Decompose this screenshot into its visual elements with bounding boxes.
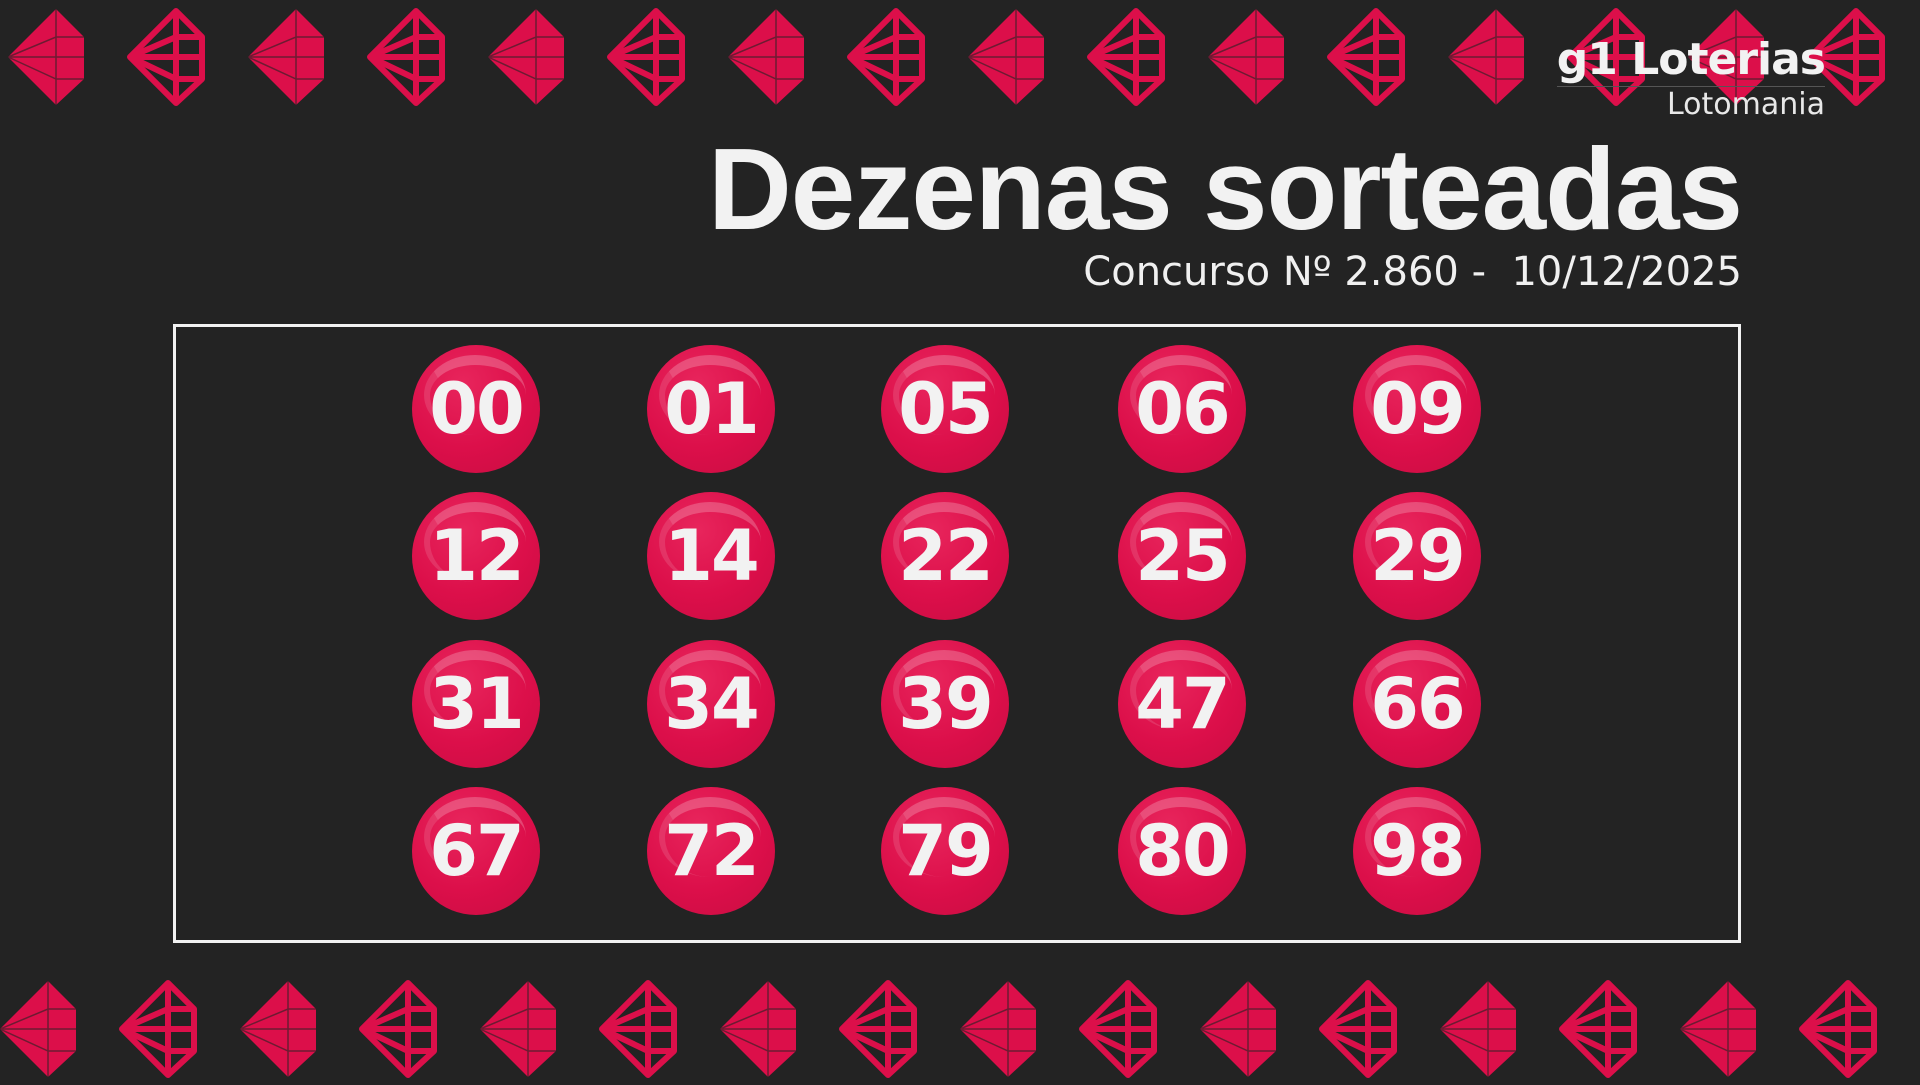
gem-outline-icon	[118, 979, 198, 1079]
drawn-number-ball: 34	[647, 640, 775, 768]
drawn-number: 05	[898, 368, 993, 450]
gem-outline-icon	[846, 7, 926, 107]
drawn-number-ball: 01	[647, 345, 775, 473]
drawn-number: 06	[1135, 368, 1230, 450]
gem-outline-icon	[366, 7, 446, 107]
drawn-number: 01	[664, 368, 759, 450]
drawn-number: 14	[664, 515, 759, 597]
gem-filled-icon	[0, 979, 78, 1079]
drawn-number-ball: 47	[1118, 640, 1246, 768]
drawn-number-ball: 67	[412, 787, 540, 915]
drawn-number: 67	[429, 810, 524, 892]
drawn-number: 00	[429, 368, 524, 450]
gem-outline-icon	[598, 979, 678, 1079]
gem-filled-icon	[1438, 979, 1518, 1079]
drawn-number: 09	[1370, 368, 1465, 450]
drawn-number-ball: 80	[1118, 787, 1246, 915]
drawn-number: 31	[429, 663, 524, 745]
gem-filled-icon	[1678, 979, 1758, 1079]
gem-filled-icon	[1206, 7, 1286, 107]
gem-filled-icon	[246, 7, 326, 107]
drawn-number: 29	[1370, 515, 1465, 597]
gem-outline-icon	[1086, 7, 1166, 107]
drawn-number: 47	[1135, 663, 1230, 745]
gem-filled-icon	[966, 7, 1046, 107]
drawn-number-ball: 12	[412, 492, 540, 620]
gem-filled-icon	[478, 979, 558, 1079]
gem-outline-icon	[838, 979, 918, 1079]
gem-outline-icon	[1798, 979, 1878, 1079]
drawn-number: 34	[664, 663, 759, 745]
drawn-number: 72	[664, 810, 759, 892]
gem-filled-icon	[486, 7, 566, 107]
numbers-board: 00 01 05 06 09 12 14 22 25 29 31 34 39 47 66 67 72 79 80 98	[173, 324, 1741, 943]
drawn-number-ball: 66	[1353, 640, 1481, 768]
gem-border-bottom	[0, 975, 1920, 1085]
drawn-number: 98	[1370, 810, 1465, 892]
logo-product: Lotomania	[1667, 87, 1825, 122]
gem-outline-icon	[1078, 979, 1158, 1079]
gem-filled-icon	[1198, 979, 1278, 1079]
gem-outline-icon	[1806, 7, 1886, 107]
drawn-number: 79	[898, 810, 993, 892]
contest-info: Concurso Nº 2.860 - 10/12/2025	[1083, 249, 1742, 295]
gem-outline-icon	[606, 7, 686, 107]
gem-filled-icon	[958, 979, 1038, 1079]
drawn-number: 25	[1135, 515, 1230, 597]
page-title: Dezenas sorteadas	[708, 124, 1743, 254]
gem-filled-icon	[1446, 7, 1526, 107]
drawn-number-ball: 14	[647, 492, 775, 620]
drawn-number: 66	[1370, 663, 1465, 745]
g1-loterias-logo: g1 Loterias Lotomania	[1556, 34, 1826, 128]
gem-filled-icon	[718, 979, 798, 1079]
drawn-number-ball: 39	[881, 640, 1009, 768]
drawn-number-ball: 05	[881, 345, 1009, 473]
drawn-number: 39	[898, 663, 993, 745]
gem-outline-icon	[358, 979, 438, 1079]
drawn-number-ball: 72	[647, 787, 775, 915]
drawn-number-ball: 25	[1118, 492, 1246, 620]
gem-outline-icon	[1326, 7, 1406, 107]
drawn-number-ball: 31	[412, 640, 540, 768]
gem-filled-icon	[238, 979, 318, 1079]
gem-outline-icon	[1558, 979, 1638, 1079]
gem-filled-icon	[1686, 7, 1766, 107]
drawn-number-ball: 79	[881, 787, 1009, 915]
drawn-number-ball: 29	[1353, 492, 1481, 620]
gem-border-top	[0, 3, 1920, 113]
drawn-number: 22	[898, 515, 993, 597]
drawn-number-ball: 22	[881, 492, 1009, 620]
gem-filled-icon	[726, 7, 806, 107]
gem-outline-icon	[1318, 979, 1398, 1079]
drawn-number: 12	[429, 515, 524, 597]
drawn-number-ball: 98	[1353, 787, 1481, 915]
drawn-number-ball: 00	[412, 345, 540, 473]
drawn-number: 80	[1135, 810, 1230, 892]
logo-brand: g1 Loterias	[1556, 34, 1826, 87]
gem-outline-icon	[126, 7, 206, 107]
gem-outline-icon	[1566, 7, 1646, 107]
gem-filled-icon	[6, 7, 86, 107]
drawn-number-ball: 09	[1353, 345, 1481, 473]
drawn-number-ball: 06	[1118, 345, 1246, 473]
